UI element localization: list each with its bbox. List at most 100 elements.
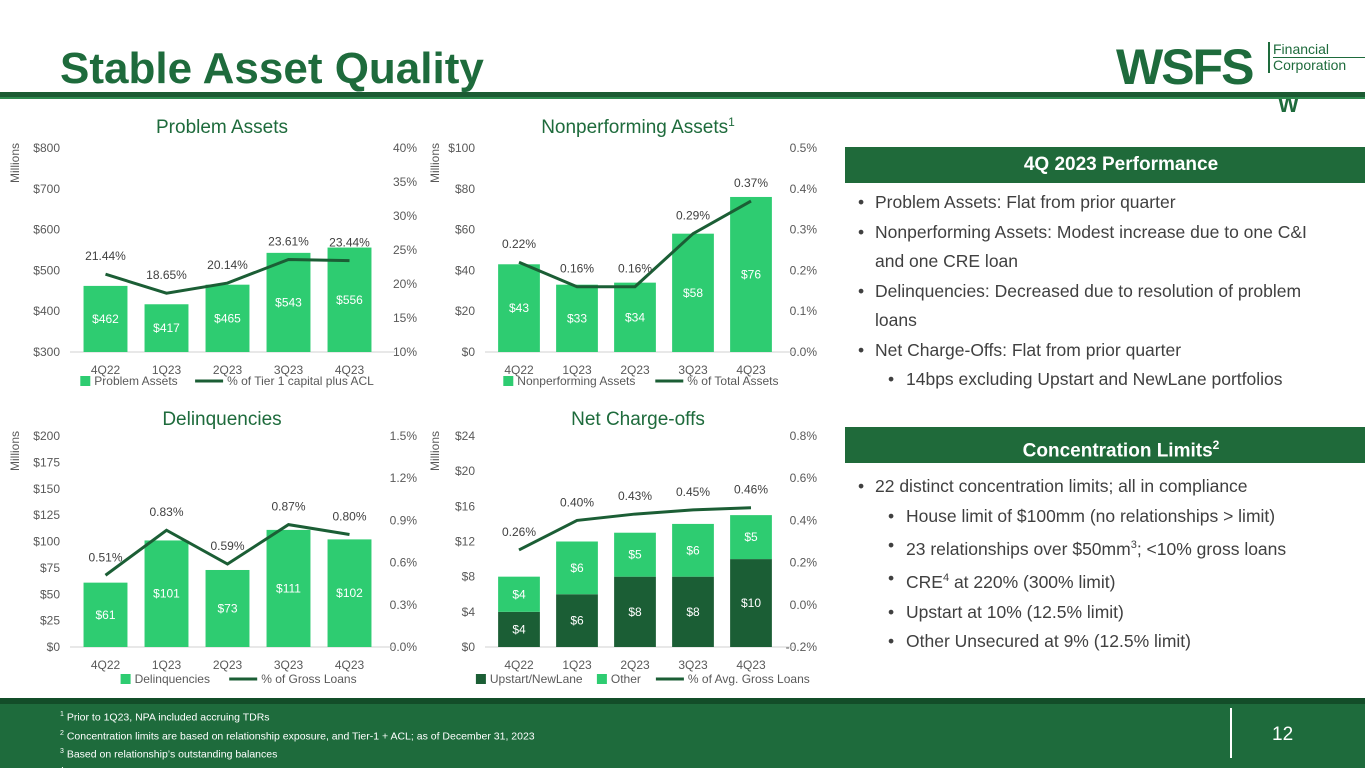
logo-line-2: Corporation: [1273, 57, 1346, 73]
chart2-title: Nonperforming Assets1: [541, 115, 735, 138]
chart3-bar-label-1-4Q23: $102: [336, 586, 363, 600]
chart4-legend-label-2: % of Avg. Gross Loans: [688, 672, 810, 686]
chart4-x-tick-4Q22: 4Q22: [504, 658, 534, 672]
concentration-text-5: Upstart at 10% (12.5% limit): [906, 602, 1124, 622]
chart1-y-tick-3: $600: [33, 223, 60, 237]
chart1-line-label-1Q23: 18.65%: [146, 268, 187, 282]
chart3-y2-tick-5: 1.5%: [390, 429, 418, 443]
chart1-legend-label-1: % of Tier 1 capital plus ACL: [227, 374, 374, 388]
concentration-bullet-5: Upstart at 10% (12.5% limit): [848, 598, 1338, 628]
chart1-y2-tick-1: 15%: [393, 311, 417, 325]
chart3-y2-tick-4: 1.2%: [390, 471, 418, 485]
chart1-line-label-2Q23: 20.14%: [207, 258, 248, 272]
page-number: 12: [1272, 724, 1293, 746]
concentration-title-sup: 2: [1213, 438, 1220, 452]
chart4-bar-label-1-2Q23: $8: [628, 605, 642, 619]
chart4-y-tick-4: $16: [455, 499, 475, 513]
chart2-legend-label-1: % of Total Assets: [687, 374, 778, 388]
chart1-y2-tick-5: 35%: [393, 175, 417, 189]
concentration-text-4a: CRE: [906, 572, 943, 592]
performance-bullet-4: Net Charge-Offs: Flat from prior quarter: [848, 336, 1338, 366]
chart3-y-tick-0: $0: [47, 640, 61, 654]
chart3-title: Delinquencies: [162, 409, 281, 430]
chart4-y2-tick-5: 0.8%: [790, 429, 818, 443]
chart2-y-tick-2: $40: [455, 263, 475, 277]
chart4-bar-label-2-4Q23: $5: [744, 530, 758, 544]
chart4-line-label-1Q23: 0.40%: [560, 495, 594, 509]
chart3-y-axis-label: Millions: [8, 431, 22, 471]
chart2-bar-label-1-4Q22: $43: [509, 301, 529, 315]
chart1-y-tick-2: $500: [33, 263, 60, 277]
chart3-line-label-4Q22: 0.51%: [88, 550, 122, 564]
chart4-legend-label-1: Other: [611, 672, 641, 686]
chart2-y2-tick-4: 0.4%: [790, 182, 818, 196]
chart2-legend-swatch-0: [503, 376, 513, 386]
chart4-bar-label-1-1Q23: $6: [570, 614, 584, 628]
chart3-y-tick-2: $50: [40, 587, 60, 601]
footnote-2-text: Concentration limits are based on relati…: [64, 730, 535, 742]
footer: 1 Prior to 1Q23, NPA included accruing T…: [0, 698, 1365, 768]
concentration-title: Concentration Limits: [1023, 440, 1213, 461]
concentration-text-2: House limit of $100mm (no relationships …: [906, 506, 1275, 526]
chart4-y2-tick-3: 0.4%: [790, 513, 818, 527]
chart1-y-axis-label: Millions: [8, 143, 22, 183]
chart4-y2-tick-4: 0.6%: [790, 471, 818, 485]
concentration-header: Concentration Limits2: [845, 427, 1365, 463]
concentration-bullet-3: 23 relationships over $50mm3; <10% gross…: [848, 531, 1338, 564]
concentration-text-3a: 23 relationships over $50mm: [906, 539, 1131, 559]
chart2-line-label-3Q23: 0.29%: [676, 209, 710, 223]
footnote-4: 4 Defined as the sum of CRE and Construc…: [60, 763, 535, 781]
chart2-y-tick-0: $0: [462, 345, 476, 359]
chart3-legend-label-1: % of Gross Loans: [261, 672, 356, 686]
chart2-y-tick-3: $60: [455, 223, 475, 237]
chart3-y-tick-3: $75: [40, 561, 60, 575]
performance-bullet-3: Delinquencies: Decreased due to resoluti…: [848, 277, 1338, 336]
chart1-y-tick-5: $800: [33, 141, 60, 155]
chart2-bar-label-1-2Q23: $34: [625, 310, 645, 324]
chart3-x-tick-4Q23: 4Q23: [335, 658, 365, 672]
chart3-y2-tick-1: 0.3%: [390, 598, 418, 612]
chart2-legend-label-0: Nonperforming Assets: [517, 374, 635, 388]
chart4-x-tick-2Q23: 2Q23: [620, 658, 650, 672]
chart1-line-label-4Q22: 21.44%: [85, 249, 126, 263]
concentration-text-3b: ; <10% gross loans: [1137, 539, 1286, 559]
chart4-y-tick-5: $20: [455, 464, 475, 478]
chart4-line-label-2Q23: 0.43%: [618, 489, 652, 503]
charts-area: Problem AssetsMillions$300$400$500$600$7…: [0, 0, 845, 700]
chart1-y2-tick-4: 30%: [393, 209, 417, 223]
chart4-legend-label-0: Upstart/NewLane: [490, 672, 583, 686]
chart1-y-tick-4: $700: [33, 182, 60, 196]
logo-subtitle: Financial Corporation: [1268, 42, 1365, 73]
chart1-y2-tick-0: 10%: [393, 345, 417, 359]
logo-wordmark: WSFS: [1116, 38, 1252, 96]
chart4-bar-label-1-4Q23: $10: [741, 596, 761, 610]
chart1-y2-tick-3: 25%: [393, 243, 417, 257]
chart2-y-tick-1: $20: [455, 304, 475, 318]
chart3-line-label-4Q23: 0.80%: [332, 509, 366, 523]
chart3-y-tick-4: $100: [33, 535, 60, 549]
performance-title: 4Q 2023 Performance: [1024, 154, 1218, 175]
chart4-line-label-3Q23: 0.45%: [676, 485, 710, 499]
chart4-x-tick-4Q23: 4Q23: [736, 658, 766, 672]
chart2-y2-tick-1: 0.1%: [790, 304, 818, 318]
chart4-line-label-4Q22: 0.26%: [502, 525, 536, 539]
chart1-y2-tick-6: 40%: [393, 141, 417, 155]
concentration-bullet-4: CRE4 at 220% (300% limit): [848, 564, 1338, 597]
chart1-bar-label-1-2Q23: $465: [214, 311, 241, 325]
footnote-1: 1 Prior to 1Q23, NPA included accruing T…: [60, 707, 535, 726]
chart2-line-label-4Q23: 0.37%: [734, 176, 768, 190]
chart3-y2-tick-3: 0.9%: [390, 513, 418, 527]
chart3-legend-swatch-0: [121, 674, 131, 684]
chart4-bar-label-2-3Q23: $6: [686, 543, 700, 557]
chart4-legend-swatch-1: [597, 674, 607, 684]
chart2-y-axis-label: Millions: [428, 143, 442, 183]
chart4-bar-label-2-1Q23: $6: [570, 561, 584, 575]
wsfs-logo: WSFS Financial Corporation W: [1116, 42, 1356, 114]
performance-header: 4Q 2023 Performance: [845, 147, 1365, 183]
chart4-y2-tick-2: 0.2%: [790, 556, 818, 570]
footnote-1-text: Prior to 1Q23, NPA included accruing TDR…: [64, 712, 270, 724]
chart3-y-tick-1: $25: [40, 614, 60, 628]
chart4-bar-label-1-4Q22: $4: [512, 622, 526, 636]
chart3-x-tick-1Q23: 1Q23: [152, 658, 182, 672]
chart1-bar-label-1-4Q22: $462: [92, 312, 119, 326]
